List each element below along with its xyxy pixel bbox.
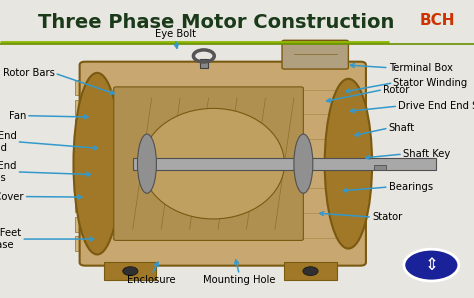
Bar bbox=[75, 139, 101, 154]
Text: Bearings: Bearings bbox=[389, 182, 433, 192]
Text: Non Drive End
End Shield: Non Drive End End Shield bbox=[0, 131, 17, 153]
Circle shape bbox=[123, 267, 138, 276]
Text: Eye Bolt: Eye Bolt bbox=[155, 29, 196, 39]
Text: Fan: Fan bbox=[9, 111, 26, 121]
FancyBboxPatch shape bbox=[282, 40, 348, 69]
Bar bbox=[200, 60, 208, 68]
Ellipse shape bbox=[294, 134, 313, 193]
Bar bbox=[284, 262, 337, 280]
Bar bbox=[75, 236, 101, 252]
Text: Drive End End Shield: Drive End End Shield bbox=[398, 101, 474, 111]
FancyBboxPatch shape bbox=[114, 87, 303, 240]
FancyBboxPatch shape bbox=[80, 62, 366, 266]
Text: Motor Feet
or Base: Motor Feet or Base bbox=[0, 228, 21, 250]
Ellipse shape bbox=[142, 108, 284, 219]
Ellipse shape bbox=[73, 73, 121, 254]
Bar bbox=[75, 158, 101, 173]
Circle shape bbox=[303, 267, 318, 276]
Text: Stator Winding: Stator Winding bbox=[393, 78, 468, 88]
Text: Shaft Key: Shaft Key bbox=[403, 149, 450, 159]
Ellipse shape bbox=[137, 134, 156, 193]
Text: Enclosure: Enclosure bbox=[128, 275, 176, 285]
Bar bbox=[374, 165, 386, 170]
Circle shape bbox=[404, 249, 459, 281]
Text: ⇕: ⇕ bbox=[424, 256, 438, 274]
Text: Rotor Bars: Rotor Bars bbox=[3, 68, 55, 78]
Bar bbox=[75, 217, 101, 232]
Bar bbox=[104, 262, 156, 280]
Bar bbox=[75, 197, 101, 212]
Ellipse shape bbox=[325, 79, 372, 249]
Bar bbox=[133, 158, 436, 170]
Bar bbox=[75, 119, 101, 134]
Text: Mounting Hole: Mounting Hole bbox=[203, 275, 275, 285]
Text: Stator: Stator bbox=[372, 212, 402, 222]
Bar bbox=[75, 100, 101, 115]
Text: Rotor End
Rings: Rotor End Rings bbox=[0, 161, 17, 183]
Bar bbox=[75, 178, 101, 193]
Text: Terminal Box: Terminal Box bbox=[389, 63, 453, 73]
Bar bbox=[75, 80, 101, 95]
Text: BCH: BCH bbox=[419, 13, 455, 28]
Text: Rotor: Rotor bbox=[383, 85, 410, 95]
Text: Three Phase Motor Construction: Three Phase Motor Construction bbox=[38, 13, 394, 32]
Text: Fan Cover: Fan Cover bbox=[0, 192, 24, 201]
Text: Shaft: Shaft bbox=[389, 123, 415, 133]
